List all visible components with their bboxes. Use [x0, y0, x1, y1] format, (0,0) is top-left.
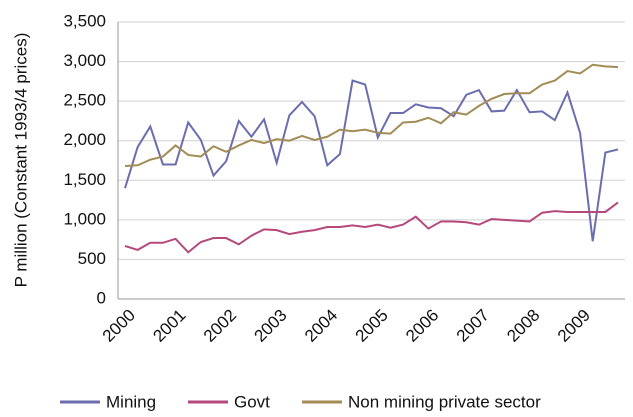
- line-series: [124, 201, 619, 254]
- legend-label: Non mining private sector: [348, 392, 541, 411]
- y-tick-label: 1,500: [63, 170, 106, 189]
- x-tick-label: 2009: [554, 306, 594, 346]
- x-tick-label: 2005: [352, 306, 392, 346]
- line-series: [124, 79, 619, 242]
- x-tick-label: 2007: [453, 306, 493, 346]
- x-tick-label: 2000: [99, 306, 139, 346]
- y-tick-label: 1,000: [63, 209, 106, 228]
- x-tick-label: 2004: [301, 306, 341, 346]
- y-tick-label: 500: [78, 249, 106, 268]
- x-tick-label: 2002: [200, 306, 240, 346]
- y-tick-label: 2,000: [63, 130, 106, 149]
- legend-label: Mining: [106, 392, 156, 411]
- x-tick-label: 2008: [503, 306, 543, 346]
- line-series: [124, 63, 619, 168]
- x-tick-label: 2006: [402, 306, 442, 346]
- y-tick-label: 3,000: [63, 51, 106, 70]
- y-tick-label: 3,500: [63, 11, 106, 30]
- legend-label: Govt: [234, 392, 270, 411]
- y-axis-label: P million (Constant 1993/4 prices): [11, 33, 30, 288]
- x-tick-label: 2003: [251, 306, 291, 346]
- x-tick-label: 2001: [149, 306, 189, 346]
- y-tick-label: 2,500: [63, 91, 106, 110]
- y-tick-label: 0: [97, 288, 106, 307]
